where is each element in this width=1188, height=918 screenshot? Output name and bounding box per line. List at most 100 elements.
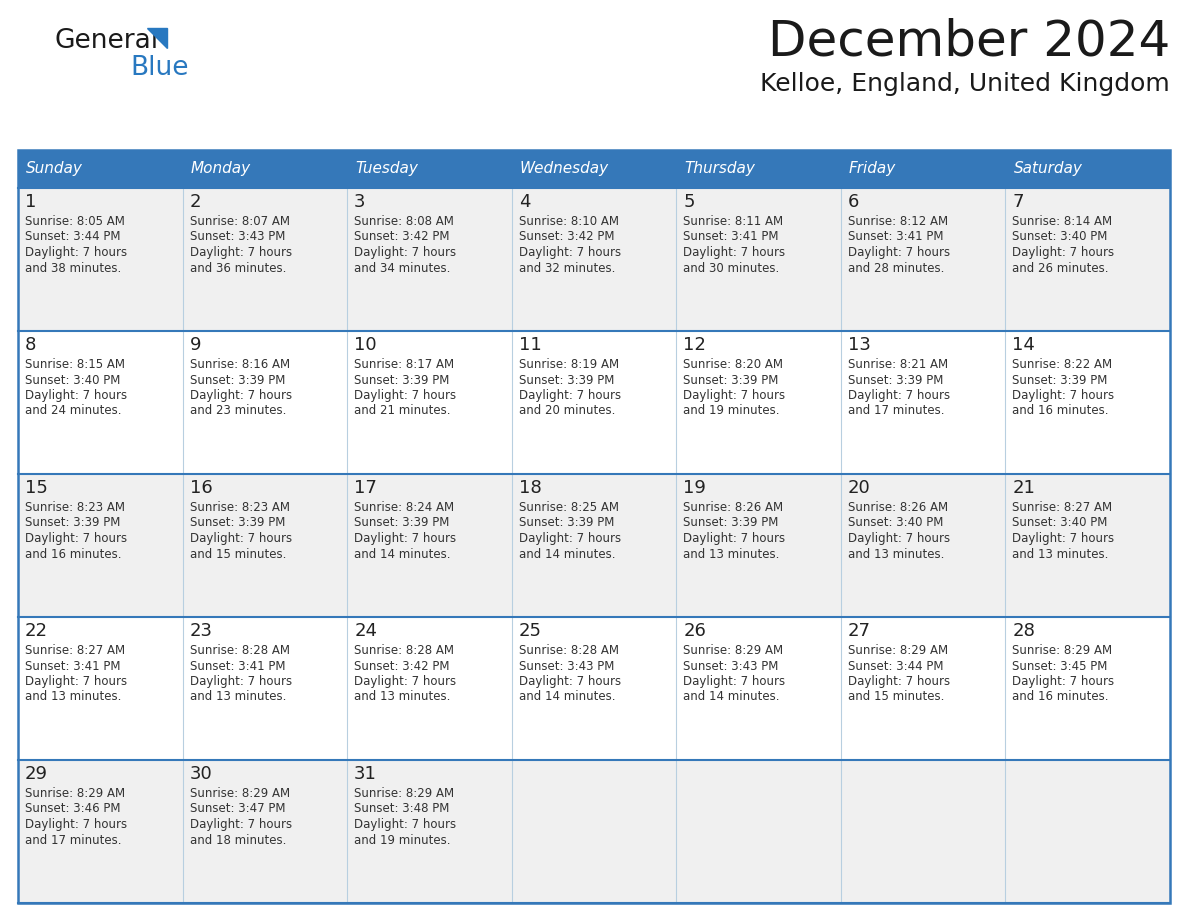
Text: Sunrise: 8:07 AM: Sunrise: 8:07 AM [190,215,290,228]
Text: and 15 minutes.: and 15 minutes. [190,547,286,561]
Text: and 23 minutes.: and 23 minutes. [190,405,286,418]
Bar [18,188,1170,331]
Text: Daylight: 7 hours: Daylight: 7 hours [1012,389,1114,402]
Text: Sunset: 3:42 PM: Sunset: 3:42 PM [354,659,449,673]
Text: Sunset: 3:39 PM: Sunset: 3:39 PM [354,517,449,530]
Text: Sunday: Sunday [26,162,83,176]
Text: Sunrise: 8:29 AM: Sunrise: 8:29 AM [25,787,125,800]
Text: Sunset: 3:45 PM: Sunset: 3:45 PM [1012,659,1107,673]
Text: 3: 3 [354,193,366,211]
Text: Daylight: 7 hours: Daylight: 7 hours [190,246,292,259]
Text: Daylight: 7 hours: Daylight: 7 hours [190,389,292,402]
Text: Sunrise: 8:29 AM: Sunrise: 8:29 AM [683,644,783,657]
Text: and 34 minutes.: and 34 minutes. [354,262,450,274]
Text: 21: 21 [1012,479,1035,497]
Text: Sunrise: 8:28 AM: Sunrise: 8:28 AM [519,644,619,657]
Text: 31: 31 [354,765,377,783]
Text: 23: 23 [190,622,213,640]
Text: Sunrise: 8:26 AM: Sunrise: 8:26 AM [848,501,948,514]
Text: and 13 minutes.: and 13 minutes. [848,547,944,561]
Text: 13: 13 [848,336,871,354]
Text: 4: 4 [519,193,530,211]
Text: Daylight: 7 hours: Daylight: 7 hours [354,532,456,545]
Text: Daylight: 7 hours: Daylight: 7 hours [354,246,456,259]
Text: Sunrise: 8:20 AM: Sunrise: 8:20 AM [683,358,783,371]
Text: 11: 11 [519,336,542,354]
Polygon shape [147,28,168,48]
Bar [18,474,1170,617]
Text: 1: 1 [25,193,37,211]
Text: Sunset: 3:40 PM: Sunset: 3:40 PM [25,374,120,386]
Text: Sunrise: 8:19 AM: Sunrise: 8:19 AM [519,358,619,371]
Text: and 13 minutes.: and 13 minutes. [354,690,450,703]
Text: Daylight: 7 hours: Daylight: 7 hours [354,818,456,831]
Text: and 13 minutes.: and 13 minutes. [683,547,779,561]
Text: Daylight: 7 hours: Daylight: 7 hours [683,675,785,688]
Text: Sunrise: 8:17 AM: Sunrise: 8:17 AM [354,358,454,371]
Text: Daylight: 7 hours: Daylight: 7 hours [683,532,785,545]
Text: and 38 minutes.: and 38 minutes. [25,262,121,274]
Text: 30: 30 [190,765,213,783]
Text: Sunrise: 8:29 AM: Sunrise: 8:29 AM [354,787,454,800]
Text: Sunset: 3:43 PM: Sunset: 3:43 PM [519,659,614,673]
Text: Daylight: 7 hours: Daylight: 7 hours [1012,532,1114,545]
Text: Sunrise: 8:24 AM: Sunrise: 8:24 AM [354,501,454,514]
Text: Daylight: 7 hours: Daylight: 7 hours [1012,675,1114,688]
Text: 10: 10 [354,336,377,354]
Text: Daylight: 7 hours: Daylight: 7 hours [25,818,127,831]
Text: General: General [55,28,159,54]
Text: Sunrise: 8:29 AM: Sunrise: 8:29 AM [1012,644,1112,657]
Text: and 19 minutes.: and 19 minutes. [354,834,450,846]
Text: 5: 5 [683,193,695,211]
Text: Sunset: 3:39 PM: Sunset: 3:39 PM [190,374,285,386]
Text: 14: 14 [1012,336,1035,354]
Text: Sunset: 3:39 PM: Sunset: 3:39 PM [683,517,778,530]
Text: and 17 minutes.: and 17 minutes. [25,834,121,846]
Text: and 36 minutes.: and 36 minutes. [190,262,286,274]
Text: 6: 6 [848,193,859,211]
Text: Sunrise: 8:12 AM: Sunrise: 8:12 AM [848,215,948,228]
Text: 20: 20 [848,479,871,497]
Text: Daylight: 7 hours: Daylight: 7 hours [848,246,950,259]
Text: Daylight: 7 hours: Daylight: 7 hours [190,532,292,545]
Text: Sunset: 3:39 PM: Sunset: 3:39 PM [683,374,778,386]
Text: Daylight: 7 hours: Daylight: 7 hours [190,818,292,831]
Text: Sunrise: 8:25 AM: Sunrise: 8:25 AM [519,501,619,514]
Text: Sunset: 3:41 PM: Sunset: 3:41 PM [683,230,779,243]
Text: and 14 minutes.: and 14 minutes. [683,690,779,703]
Text: and 14 minutes.: and 14 minutes. [519,690,615,703]
Text: Sunset: 3:43 PM: Sunset: 3:43 PM [683,659,778,673]
Text: Sunset: 3:47 PM: Sunset: 3:47 PM [190,802,285,815]
Text: 17: 17 [354,479,377,497]
Text: and 24 minutes.: and 24 minutes. [25,405,121,418]
Text: Sunset: 3:39 PM: Sunset: 3:39 PM [1012,374,1107,386]
Text: Sunrise: 8:05 AM: Sunrise: 8:05 AM [25,215,125,228]
Text: Thursday: Thursday [684,162,756,176]
Text: and 13 minutes.: and 13 minutes. [190,690,286,703]
Text: and 14 minutes.: and 14 minutes. [354,547,450,561]
Text: and 26 minutes.: and 26 minutes. [1012,262,1108,274]
Text: Daylight: 7 hours: Daylight: 7 hours [354,675,456,688]
Text: Daylight: 7 hours: Daylight: 7 hours [519,246,621,259]
Text: Wednesday: Wednesday [519,162,608,176]
Text: Sunset: 3:41 PM: Sunset: 3:41 PM [848,230,943,243]
Text: Sunset: 3:42 PM: Sunset: 3:42 PM [354,230,449,243]
Text: Sunset: 3:46 PM: Sunset: 3:46 PM [25,802,120,815]
Text: Sunset: 3:44 PM: Sunset: 3:44 PM [25,230,120,243]
Text: Daylight: 7 hours: Daylight: 7 hours [848,389,950,402]
Text: and 16 minutes.: and 16 minutes. [1012,690,1108,703]
Text: and 13 minutes.: and 13 minutes. [1012,547,1108,561]
Text: Sunset: 3:42 PM: Sunset: 3:42 PM [519,230,614,243]
Text: 2: 2 [190,193,201,211]
Text: Sunrise: 8:26 AM: Sunrise: 8:26 AM [683,501,783,514]
Text: Daylight: 7 hours: Daylight: 7 hours [25,675,127,688]
Text: and 28 minutes.: and 28 minutes. [848,262,944,274]
Text: and 30 minutes.: and 30 minutes. [683,262,779,274]
Bar [18,760,1170,903]
Text: Daylight: 7 hours: Daylight: 7 hours [25,532,127,545]
Text: Sunrise: 8:29 AM: Sunrise: 8:29 AM [848,644,948,657]
Text: Sunrise: 8:10 AM: Sunrise: 8:10 AM [519,215,619,228]
Text: Blue: Blue [129,55,189,81]
Text: Sunset: 3:39 PM: Sunset: 3:39 PM [25,517,120,530]
Text: Daylight: 7 hours: Daylight: 7 hours [848,675,950,688]
